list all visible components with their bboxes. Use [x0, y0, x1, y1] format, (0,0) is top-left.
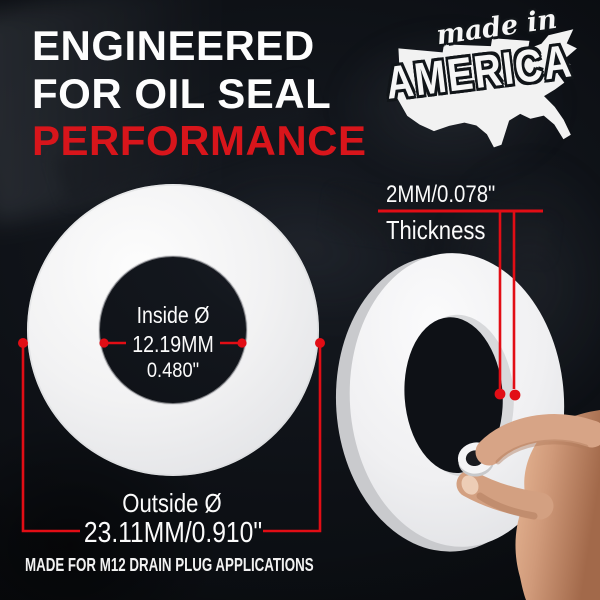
palm-shape — [515, 410, 600, 600]
index-finger-shape — [475, 414, 600, 466]
usa-map-icon — [395, 29, 577, 148]
footer-text: MADE FOR M12 DRAIN PLUG APPLICATIONS — [25, 555, 314, 575]
outside-diameter-value: 23.11MM/0.910" — [83, 517, 263, 549]
outside-diameter-heading: Outside Ø — [122, 488, 222, 518]
inside-diameter-mm: 12.19MM — [132, 331, 214, 357]
headline-line-2: FOR OIL SEAL — [32, 69, 332, 117]
inside-diameter-inch: 0.480" — [146, 358, 200, 382]
made-in-america-badge: made in AMERICA — [378, 4, 596, 159]
thickness-value: 2MM/0.078" — [386, 181, 496, 208]
thumb-shading — [476, 492, 538, 520]
headline: ENGINEERED FOR OIL SEAL PERFORMANCE — [32, 22, 367, 165]
inside-diameter-line — [99, 338, 247, 348]
inside-diameter-heading: Inside Ø — [136, 302, 210, 328]
headline-line-3: PERFORMANCE — [32, 117, 367, 164]
front-washer-graphic — [27, 184, 319, 476]
thumbnail-shape — [461, 475, 479, 495]
headline-line-1: ENGINEERED — [32, 22, 315, 69]
finger-shading — [495, 439, 589, 465]
hand-graphic — [456, 410, 600, 600]
thickness-label: Thickness — [386, 215, 486, 245]
